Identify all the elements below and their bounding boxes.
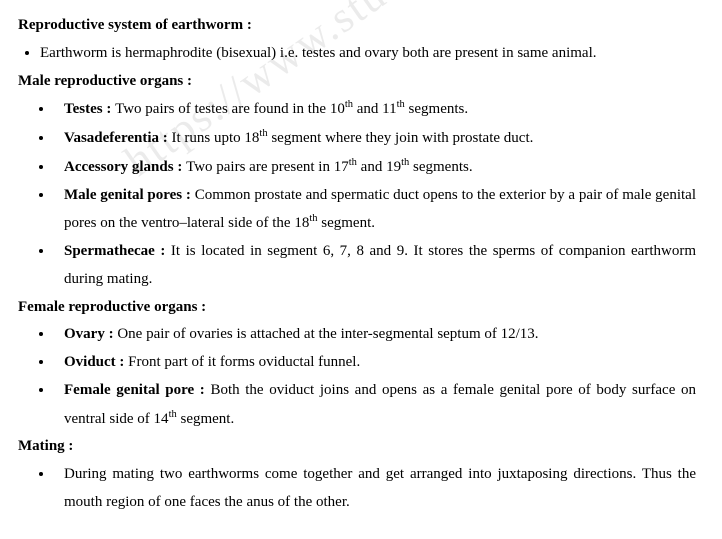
term-spermathecae: Spermathecae : [64, 243, 171, 259]
term-female-genital-pore: Female genital pore : [64, 382, 210, 398]
intro-item: Earthworm is hermaphrodite (bisexual) i.… [40, 40, 704, 68]
text: and 11 [353, 101, 397, 117]
sup-th: th [309, 213, 317, 224]
list-item: During mating two earthworms come togeth… [54, 461, 704, 517]
term-accessory-glands: Accessory glands : [64, 159, 186, 175]
text: One pair of ovaries is attached at the i… [117, 326, 538, 342]
text: segments. [409, 159, 472, 175]
female-organs-list: Ovary : One pair of ovaries is attached … [18, 321, 704, 433]
text: Front part of it forms oviductal funnel. [128, 354, 360, 370]
heading-female-organs: Female reproductive organs : [18, 294, 704, 322]
sup-th: th [397, 99, 405, 110]
list-item: Female genital pore : Both the oviduct j… [54, 377, 704, 434]
sup-th: th [349, 157, 357, 168]
text: Two pairs of testes are found in the 10 [115, 101, 345, 117]
mating-list: During mating two earthworms come togeth… [18, 461, 704, 517]
text: segments. [405, 101, 468, 117]
text: segment. [177, 411, 235, 427]
term-oviduct: Oviduct : [64, 354, 128, 370]
sup-th: th [169, 409, 177, 420]
list-item: Ovary : One pair of ovaries is attached … [54, 321, 704, 349]
term-male-genital-pores: Male genital pores : [64, 187, 195, 203]
sup-th: th [259, 128, 267, 139]
term-ovary: Ovary : [64, 326, 117, 342]
sup-th: th [345, 99, 353, 110]
text: segment. [318, 215, 376, 231]
document-body: Reproductive system of earthworm : Earth… [18, 12, 704, 517]
heading-male-organs: Male reproductive organs : [18, 68, 704, 96]
male-organs-list: Testes : Two pairs of testes are found i… [18, 95, 704, 293]
term-testes: Testes : [64, 101, 115, 117]
list-item: Spermathecae : It is located in segment … [54, 238, 704, 294]
list-item: Vasadeferentia : It runs upto 18th segme… [54, 124, 704, 153]
intro-list: Earthworm is hermaphrodite (bisexual) i.… [18, 40, 704, 68]
term-vasadeferentia: Vasadeferentia : [64, 130, 172, 146]
list-item: Accessory glands : Two pairs are present… [54, 153, 704, 182]
list-item: Male genital pores : Common prostate and… [54, 182, 704, 239]
heading-reproductive-system: Reproductive system of earthworm : [18, 12, 704, 40]
list-item: Testes : Two pairs of testes are found i… [54, 95, 704, 124]
list-item: Oviduct : Front part of it forms oviduct… [54, 349, 704, 377]
heading-mating: Mating : [18, 433, 704, 461]
text: Two pairs are present in 17 [186, 159, 349, 175]
text: and 19 [357, 159, 401, 175]
text: It runs upto 18 [172, 130, 260, 146]
text: segment where they join with prostate du… [268, 130, 534, 146]
